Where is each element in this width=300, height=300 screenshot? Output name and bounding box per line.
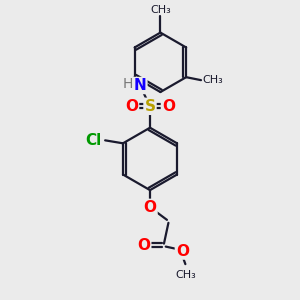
Text: O: O [176, 244, 189, 259]
Text: O: O [125, 99, 138, 114]
Text: O: O [143, 200, 157, 215]
Text: N: N [134, 78, 146, 93]
Text: CH₃: CH₃ [150, 5, 171, 15]
Text: S: S [145, 99, 155, 114]
Text: CH₃: CH₃ [202, 75, 223, 85]
Text: H: H [122, 77, 133, 91]
Text: CH₃: CH₃ [175, 270, 196, 280]
Text: O: O [137, 238, 150, 253]
Text: Cl: Cl [85, 133, 102, 148]
Text: O: O [162, 99, 175, 114]
